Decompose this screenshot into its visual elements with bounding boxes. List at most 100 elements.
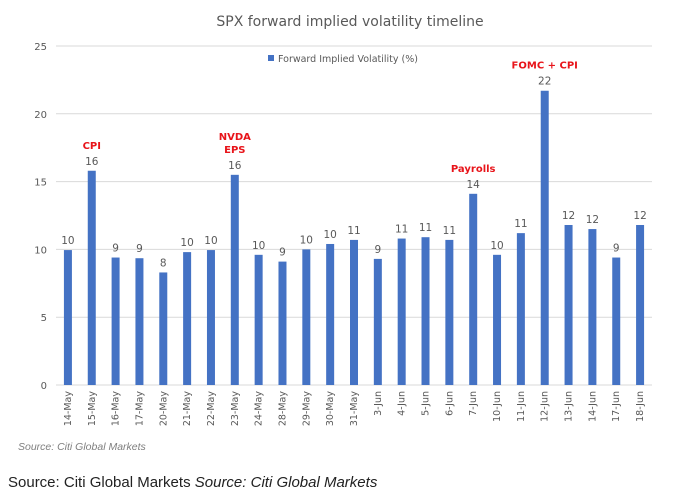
- x-tick-label: 5-Jun: [421, 391, 432, 416]
- data-label: 10: [180, 237, 193, 249]
- data-label: 22: [538, 76, 551, 88]
- bar: [373, 258, 382, 385]
- bar: [206, 250, 215, 385]
- y-tick-label: 20: [34, 110, 47, 121]
- annotation-label: NVDA: [219, 132, 251, 143]
- annotation-label: FOMC + CPI: [512, 61, 578, 72]
- caption-plain: Source: Citi Global Markets: [8, 474, 191, 491]
- data-label: 8: [160, 257, 167, 269]
- annotation-label: Payrolls: [451, 164, 496, 175]
- y-tick-label: 15: [34, 178, 47, 189]
- data-label: 10: [323, 229, 336, 241]
- data-label: 16: [85, 156, 99, 168]
- y-tick-label: 0: [41, 381, 47, 392]
- x-tick-label: 3-Jun: [373, 391, 384, 416]
- data-label: 10: [490, 240, 503, 252]
- data-label: 10: [204, 235, 217, 247]
- y-tick-label: 10: [34, 245, 47, 256]
- x-tick-label: 11-Jun: [516, 391, 527, 422]
- data-label: 10: [61, 235, 74, 247]
- bar: [493, 254, 502, 385]
- data-label: 14: [467, 179, 481, 191]
- bar: [159, 272, 168, 385]
- bar: [636, 224, 645, 385]
- legend-label: Forward Implied Volatility (%): [278, 54, 418, 65]
- y-tick-label: 25: [34, 42, 47, 53]
- data-label: 11: [395, 224, 408, 236]
- data-label: 11: [419, 222, 432, 234]
- bar: [469, 193, 478, 385]
- x-tick-label: 31-May: [349, 391, 360, 427]
- data-label: 11: [347, 225, 360, 237]
- bar: [302, 249, 311, 385]
- bar: [326, 243, 335, 385]
- y-tick-label: 5: [41, 313, 47, 324]
- data-label: 9: [136, 243, 143, 255]
- x-tick-label: 17-Jun: [611, 391, 622, 422]
- caption-italic: Source: Citi Global Markets: [194, 474, 378, 491]
- x-tick-label: 30-May: [325, 391, 336, 427]
- bar: [540, 90, 549, 386]
- x-tick-label: 15-May: [87, 391, 98, 427]
- x-tick-label: 12-Jun: [540, 391, 551, 422]
- legend: Forward Implied Volatility (%): [268, 54, 418, 65]
- x-tick-label: 6-Jun: [444, 391, 455, 416]
- x-axis-ticks: 14-May 15-May 16-May 17-May 20-May 21-May 22-M…: [63, 391, 646, 427]
- x-tick-label: 4-Jun: [397, 391, 408, 416]
- x-tick-label: 16-May: [111, 391, 122, 427]
- bar: [421, 237, 430, 385]
- annotation-label: CPI: [83, 141, 101, 152]
- bar: [588, 229, 597, 385]
- x-tick-label: 18-Jun: [635, 391, 646, 422]
- data-label: 10: [300, 234, 313, 246]
- bars: [63, 90, 645, 386]
- x-tick-label: 20-May: [158, 391, 169, 427]
- bar: [135, 258, 144, 385]
- bar: [254, 254, 263, 385]
- x-tick-label: 10-Jun: [492, 391, 503, 422]
- x-tick-label: 21-May: [182, 391, 193, 427]
- x-tick-label: 29-May: [301, 391, 312, 427]
- bar: [111, 257, 120, 385]
- annotations: CPI NVDA EPS Payrolls FOMC + CPI: [83, 61, 578, 175]
- bar: [612, 257, 621, 385]
- annotation-label: EPS: [224, 145, 245, 156]
- x-tick-label: 23-May: [230, 391, 241, 427]
- data-label: 16: [228, 160, 242, 172]
- data-label: 9: [374, 244, 381, 256]
- x-tick-label: 14-Jun: [587, 391, 598, 422]
- x-tick-label: 17-May: [134, 391, 145, 427]
- x-tick-label: 24-May: [254, 391, 265, 427]
- legend-swatch: [268, 55, 274, 61]
- bar: [230, 174, 239, 385]
- bar: [350, 239, 358, 385]
- chart-source-note: Source: Citi Global Markets: [18, 441, 146, 453]
- x-tick-label: 28-May: [277, 391, 288, 427]
- bar: [183, 252, 192, 385]
- bar: [445, 239, 454, 385]
- data-label: 12: [562, 210, 575, 222]
- bar: [63, 250, 72, 385]
- page-caption: Source: Citi Global Markets Source: Citi…: [8, 474, 377, 491]
- data-label: 9: [112, 243, 119, 255]
- x-tick-label: 14-May: [63, 391, 74, 427]
- chart-title: SPX forward implied volatility timeline: [216, 14, 483, 30]
- bar: [397, 238, 406, 385]
- data-label: 9: [613, 243, 620, 255]
- y-axis-ticks: 0 5 10 15 20 25: [34, 42, 47, 392]
- data-labels: 10 16 9 9 8 10 10 16 10 9 10 10 11 9 11 11 11 14 10 11 22 12 1…: [61, 76, 647, 270]
- x-tick-label: 13-Jun: [564, 391, 575, 422]
- data-label: 10: [252, 240, 265, 252]
- bar: [516, 233, 525, 385]
- data-label: 9: [279, 247, 286, 259]
- bar: [278, 261, 287, 385]
- data-label: 11: [514, 218, 527, 230]
- data-label: 12: [633, 210, 646, 222]
- x-tick-label: 22-May: [206, 391, 217, 427]
- data-label: 11: [443, 225, 456, 237]
- bar: [564, 224, 573, 385]
- bar: [87, 170, 96, 385]
- x-tick-label: 7-Jun: [468, 391, 479, 416]
- data-label: 12: [586, 214, 599, 226]
